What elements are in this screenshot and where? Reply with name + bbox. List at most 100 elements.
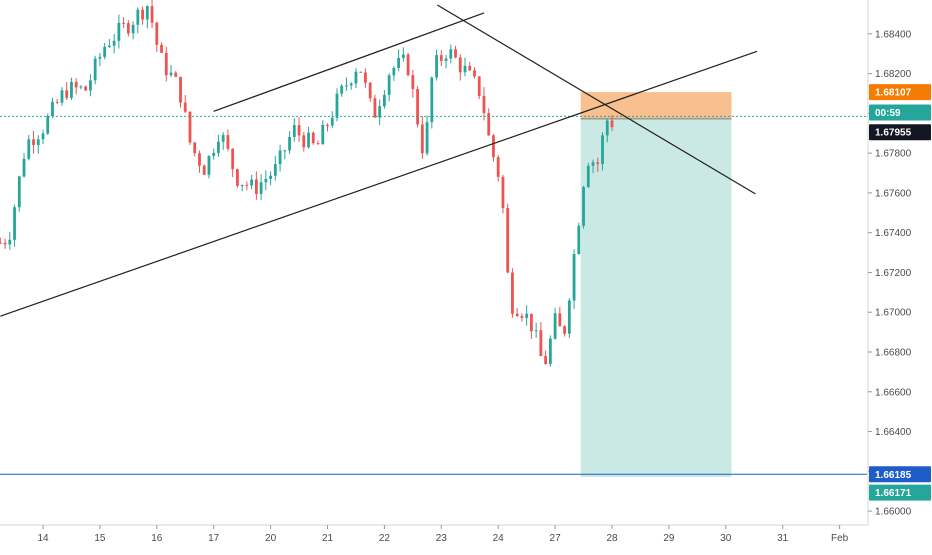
candle bbox=[525, 305, 529, 326]
candle bbox=[27, 134, 31, 161]
candle-body bbox=[610, 120, 614, 128]
x-tick-label: 21 bbox=[322, 533, 334, 544]
candle-body bbox=[17, 176, 21, 208]
candle bbox=[430, 76, 434, 129]
channel-upper-trendline[interactable] bbox=[213, 12, 485, 112]
candle bbox=[496, 155, 500, 182]
x-tick-label: 23 bbox=[436, 533, 448, 544]
candle-body bbox=[553, 313, 557, 339]
candle bbox=[254, 171, 258, 200]
candle-body bbox=[525, 313, 529, 318]
x-tick-label: 24 bbox=[493, 533, 505, 544]
candle-body bbox=[529, 313, 533, 332]
candle-body bbox=[254, 179, 258, 194]
axes: 1.684001.682001.680001.678001.676001.674… bbox=[0, 0, 912, 544]
candle bbox=[93, 55, 97, 85]
falling-resistance-trendline[interactable] bbox=[437, 4, 756, 195]
candle-body bbox=[364, 72, 367, 83]
candle bbox=[0, 237, 2, 244]
badge-background bbox=[869, 104, 931, 121]
candle bbox=[131, 21, 135, 40]
candle bbox=[458, 54, 462, 81]
candle-body bbox=[0, 242, 2, 244]
take-profit-zone[interactable] bbox=[580, 118, 732, 478]
candle-body bbox=[544, 356, 548, 365]
candle bbox=[492, 133, 495, 162]
candle-body bbox=[188, 111, 192, 143]
candle-body bbox=[131, 24, 135, 34]
candle bbox=[22, 152, 26, 178]
candle-body bbox=[492, 135, 495, 158]
candle-body bbox=[74, 81, 78, 88]
x-tick-label: 28 bbox=[606, 533, 618, 544]
candle bbox=[563, 325, 566, 337]
candle-body bbox=[397, 57, 401, 68]
candle bbox=[544, 350, 548, 365]
candle bbox=[169, 64, 173, 78]
candle bbox=[112, 33, 116, 54]
candle bbox=[207, 155, 211, 179]
badge-label: 1.68107 bbox=[875, 88, 912, 99]
candle-body bbox=[558, 313, 562, 327]
candle bbox=[65, 82, 69, 100]
candle bbox=[449, 44, 453, 64]
candle-body bbox=[70, 81, 73, 98]
y-tick-label: 1.68200 bbox=[875, 69, 912, 80]
candle bbox=[292, 118, 296, 142]
candle-body bbox=[250, 179, 254, 186]
candle bbox=[601, 132, 604, 171]
candle-body bbox=[511, 272, 514, 314]
candle-body bbox=[444, 58, 448, 61]
candle bbox=[145, 5, 149, 29]
timer-label-badge: 00:59 bbox=[869, 104, 931, 121]
candle-body bbox=[221, 135, 225, 142]
candle bbox=[420, 116, 424, 159]
candle-body bbox=[387, 75, 391, 95]
candle bbox=[179, 76, 182, 108]
candle-body bbox=[150, 6, 154, 23]
candle bbox=[8, 231, 12, 250]
candle bbox=[84, 85, 88, 91]
candle bbox=[553, 307, 557, 340]
candle bbox=[401, 47, 405, 62]
candle-body bbox=[60, 90, 64, 103]
candle bbox=[150, 0, 154, 29]
candle bbox=[307, 126, 310, 149]
candle bbox=[32, 130, 35, 154]
y-tick-label: 1.66800 bbox=[875, 347, 912, 358]
candle-body bbox=[231, 148, 235, 170]
candle bbox=[340, 84, 344, 97]
y-tick-label: 1.67000 bbox=[875, 308, 912, 319]
candle bbox=[183, 95, 187, 114]
candle bbox=[188, 111, 192, 145]
candle bbox=[439, 50, 443, 67]
rising-support-trendline[interactable] bbox=[0, 50, 758, 317]
candle bbox=[582, 185, 585, 229]
support-label-badge: 1.66185 bbox=[869, 466, 931, 483]
badge-label: 1.67955 bbox=[875, 128, 912, 139]
candle-body bbox=[217, 141, 220, 153]
candle-body bbox=[273, 164, 277, 176]
candle bbox=[122, 17, 126, 29]
candle-body bbox=[126, 23, 130, 34]
candle-body bbox=[278, 150, 282, 165]
badge-label: 00:59 bbox=[875, 108, 901, 119]
drawn-lines[interactable] bbox=[0, 4, 867, 475]
candle-body bbox=[359, 71, 363, 73]
candle bbox=[240, 184, 244, 192]
candle bbox=[3, 238, 7, 249]
candle-body bbox=[548, 338, 552, 365]
candle-body bbox=[349, 83, 353, 86]
candle bbox=[454, 45, 457, 59]
candle-body bbox=[416, 89, 419, 125]
candle bbox=[98, 52, 102, 67]
candle bbox=[70, 77, 73, 100]
candle bbox=[326, 123, 329, 132]
candle bbox=[605, 118, 609, 143]
x-tick-label: 22 bbox=[379, 533, 391, 544]
candle bbox=[387, 73, 391, 102]
candle-body bbox=[164, 52, 168, 76]
candle bbox=[51, 97, 54, 119]
